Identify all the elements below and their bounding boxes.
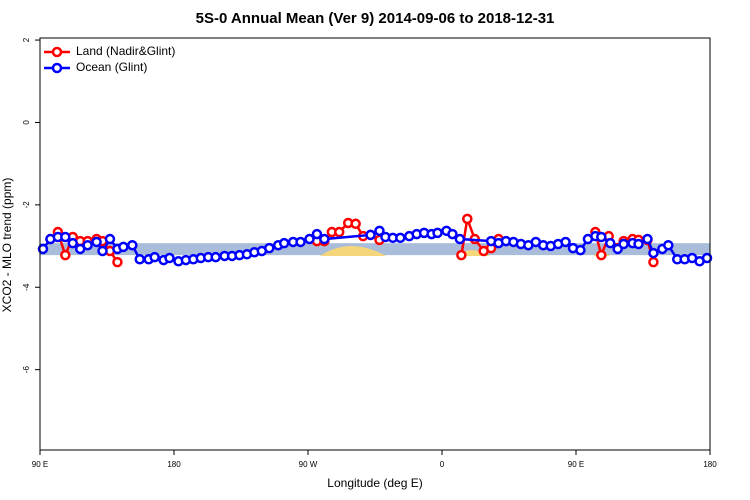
y-tick-label: -4	[22, 283, 31, 291]
legend-label: Ocean (Glint)	[76, 60, 147, 74]
plot-frame	[39, 37, 711, 451]
x-tick-label: 90 W	[299, 460, 318, 469]
point	[60, 231, 71, 243]
x-tick-label: 0	[440, 460, 445, 469]
point	[60, 249, 71, 261]
x-axis-label: Longitude (deg E)	[327, 476, 422, 490]
point	[91, 236, 102, 248]
y-tick-label: -2	[22, 201, 31, 209]
point	[648, 247, 659, 259]
point	[462, 213, 473, 225]
marks	[37, 213, 713, 268]
point	[432, 227, 443, 239]
x-tick-label: 90 E	[32, 460, 48, 469]
legend-marker	[51, 46, 63, 58]
point	[454, 233, 466, 245]
point	[311, 228, 323, 240]
point	[648, 256, 659, 268]
point	[663, 239, 674, 251]
x-tick-label: 90 E	[568, 460, 584, 469]
point	[164, 252, 175, 264]
point	[104, 233, 116, 245]
point	[304, 233, 315, 245]
point	[560, 236, 571, 248]
point	[350, 218, 361, 230]
plot-area: 2 0 -2 -4 -6 90 E 180 90 W 0 90 E 180	[22, 37, 717, 469]
point	[37, 243, 49, 255]
point	[633, 238, 644, 250]
point	[447, 228, 458, 240]
point	[67, 237, 79, 249]
point	[82, 239, 93, 251]
point	[596, 249, 607, 261]
point	[118, 241, 129, 253]
point	[134, 253, 146, 265]
point	[374, 225, 385, 237]
point	[319, 233, 330, 245]
point	[596, 231, 607, 243]
point	[264, 242, 275, 254]
point	[365, 229, 376, 241]
y-tick-label: 0	[22, 120, 31, 125]
point	[295, 236, 306, 248]
x-tick-label: 180	[703, 460, 717, 469]
point	[334, 226, 345, 238]
point	[127, 239, 138, 251]
y-tick-label: 2	[22, 37, 31, 42]
point	[149, 251, 160, 263]
point	[112, 256, 123, 268]
point	[210, 251, 221, 263]
legend-marker	[51, 62, 63, 74]
y-axis-label: XCO2 - MLO trend (ppm)	[0, 178, 14, 313]
y-tick-label: -6	[22, 366, 31, 374]
point	[278, 237, 290, 249]
point	[618, 238, 629, 250]
point	[395, 232, 406, 244]
chart-title: 5S-0 Annual Mean (Ver 9) 2014-09-06 to 2…	[196, 10, 555, 27]
point	[701, 252, 713, 264]
point	[642, 233, 653, 245]
band	[40, 243, 710, 256]
point	[97, 245, 108, 257]
point	[575, 244, 586, 256]
point	[456, 249, 467, 261]
legend-label: Land (Nadir&Glint)	[76, 44, 175, 58]
x-tick-label: 180	[167, 460, 181, 469]
point	[604, 237, 616, 249]
